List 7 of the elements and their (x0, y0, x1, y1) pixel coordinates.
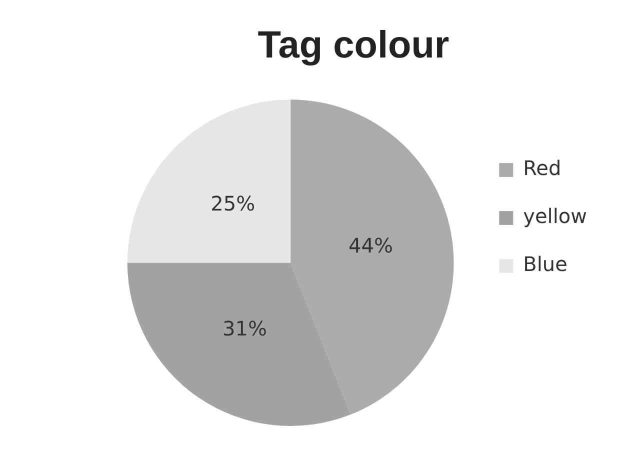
legend-label: yellow (523, 204, 588, 228)
data-label: 31% (222, 316, 267, 340)
legend-label: Blue (523, 252, 568, 276)
data-label: 44% (348, 234, 393, 258)
data-label: 25% (210, 191, 256, 216)
chart-title: Tag colour (258, 24, 450, 66)
legend-label: Red (523, 156, 562, 180)
